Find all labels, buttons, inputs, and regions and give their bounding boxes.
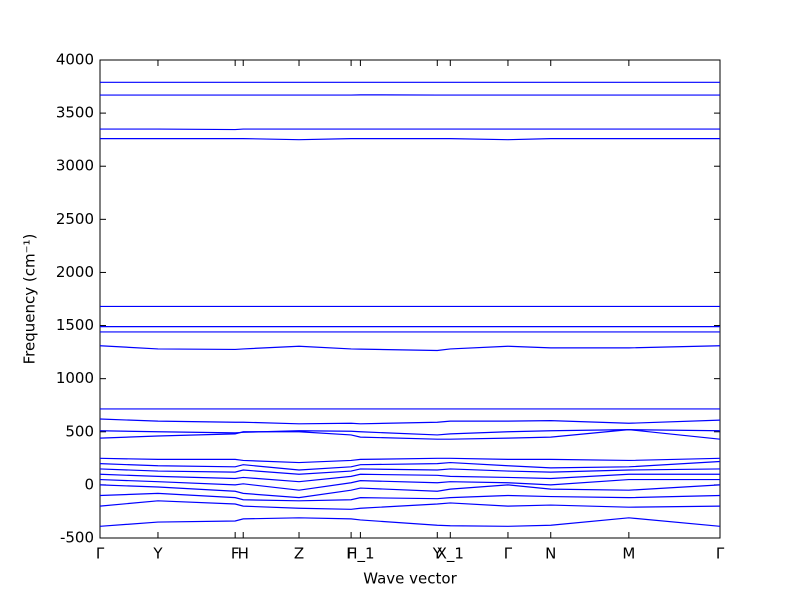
y-tick-label: 3000 (56, 157, 94, 175)
band-line (99, 500, 721, 510)
band-line (99, 429, 721, 436)
band-line (100, 138, 720, 141)
band-line (99, 517, 721, 527)
x-tick-label: M (622, 545, 635, 563)
band-line (99, 478, 720, 491)
y-tick-label: -500 (60, 529, 94, 547)
band-line (99, 418, 721, 425)
y-tick-label: 4000 (56, 51, 94, 69)
band-line (100, 128, 720, 131)
x-tick-label: F (347, 545, 356, 563)
x-tick-label: Y (432, 545, 443, 563)
x-tick-label: Γ (96, 545, 105, 563)
y-tick-label: 500 (65, 422, 94, 440)
y-tick-label: 3500 (56, 104, 94, 122)
band-line (99, 484, 721, 499)
x-axis-label: Wave vector (363, 570, 457, 588)
band-line (99, 492, 721, 502)
band-line (99, 460, 721, 471)
plot-frame (99, 59, 721, 539)
x-tick-label: Y (152, 545, 163, 563)
x-tick-label: H (238, 545, 249, 563)
y-tick-label: 1000 (56, 369, 94, 387)
y-tick-label: 1500 (56, 316, 94, 334)
x-tick-label: Z (294, 545, 304, 563)
x-tick-label: Γ (504, 545, 513, 563)
y-tick-label: 2000 (56, 263, 94, 281)
band-line (99, 345, 721, 352)
band-line (99, 468, 721, 475)
y-axis-label: Frequency (cm⁻¹) (21, 234, 39, 365)
y-tick-label: 0 (84, 475, 94, 493)
band-line (99, 473, 720, 483)
y-tick-label: 2500 (56, 210, 94, 228)
x-tick-label: X_1 (437, 545, 464, 564)
band-line (99, 429, 721, 440)
x-tick-label: Γ (716, 545, 725, 563)
x-tick-label: H_1 (346, 545, 374, 564)
x-tick-label: N (545, 545, 556, 563)
x-tick-label: F (231, 545, 240, 563)
band-line (99, 457, 721, 464)
